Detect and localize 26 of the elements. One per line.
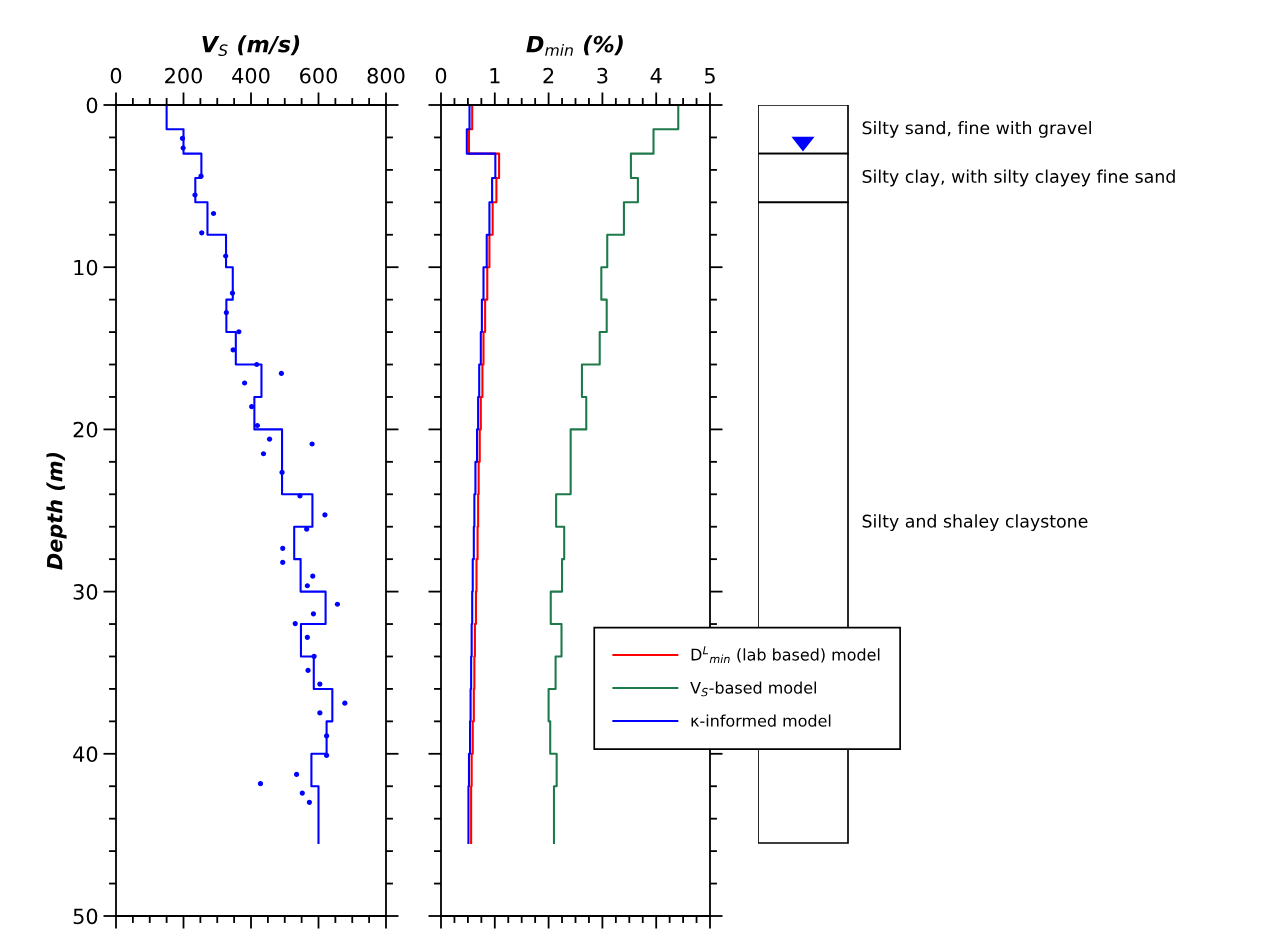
y-tick-label: 10 [74,259,98,276]
y-tick-label: 0 [86,97,98,114]
y-tick-label: 20 [73,421,98,438]
series-label: Silty clay, with silty clayey fine sand [862,169,1175,187]
x-tick-label: 1 [490,68,500,84]
x-tick-label: 800 [367,67,405,84]
x-tick-label: 5 [704,68,715,84]
y-tick-label: 40 [73,746,98,763]
legend-label: V$_{S}$-based model [690,681,816,697]
x-tick-label: 2 [543,67,554,84]
legend-label: κ-informed model [691,714,831,727]
chart-title: V$_{S}$ (m/s) [202,35,300,57]
series-label: Silty and shaley claystone [862,514,1088,532]
x-tick-label: 0 [435,67,447,84]
x-tick-label: 200 [165,67,202,84]
legend-label: D$^{L}$$_{min}$ (lab based) model [691,646,880,664]
chart-title: D$_{min}$ (%) [526,35,623,56]
y-tick-label: 50 [73,908,98,925]
x-tick-label: 3 [597,67,608,84]
x-tick-label: 400 [232,67,270,84]
y-tick-label: 30 [73,584,98,600]
x-tick-label: 4 [650,68,662,84]
series-label: Silty sand, fine with gravel [862,120,1091,138]
y-axis-title: Depth (m) [46,452,67,570]
x-tick-label: 0 [110,67,122,84]
x-tick-label: 600 [300,67,337,84]
